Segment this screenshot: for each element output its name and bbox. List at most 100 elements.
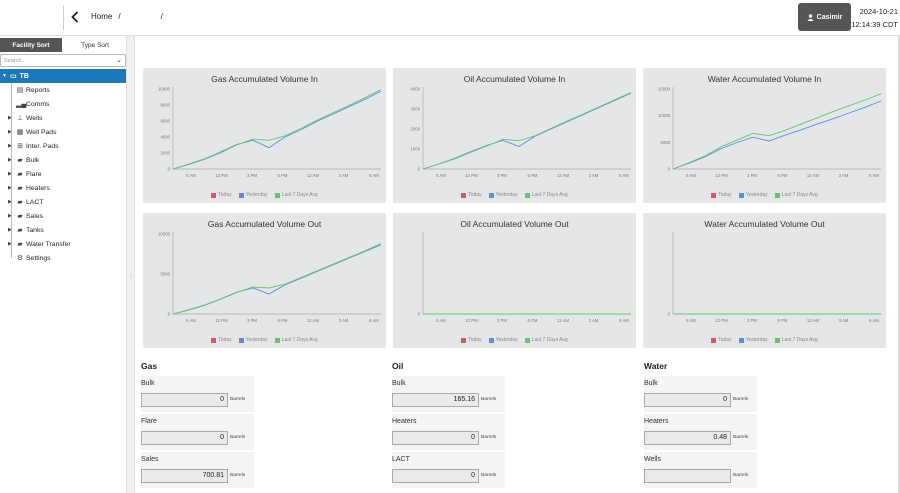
legend-item-last7[interactable]: Last 7 Days Avg [774, 337, 818, 343]
legend-item-yesterday[interactable]: Yesterday [238, 192, 268, 198]
chart-title: Gas Accumulated Volume In [211, 74, 318, 84]
chart-title: Oil Accumulated Volume In [463, 74, 566, 84]
vertical-scrollbar[interactable] [898, 36, 900, 493]
legend-label: Today [718, 192, 732, 198]
sidebar-item-reports[interactable]: ▤ Reports [0, 83, 126, 97]
caret-right-icon[interactable]: ▶ [8, 115, 12, 121]
metric-label: Bulk [141, 380, 155, 387]
facility-tree: ▼ ▭ TB ▤ Reports ▂▄ Comms ▶ ⊥ Wells ▶ ▦ Well Pads… [0, 69, 126, 265]
chart-plot: 10000 5000 0 6 AM 12 PM 3 PM 6 PM 12 AM 3 AM 6 AM [158, 232, 382, 323]
caret-right-icon[interactable]: ▶ [8, 185, 12, 191]
legend-item-yesterday[interactable]: Yesterday [488, 337, 518, 343]
tab-facility-sort[interactable]: Facility Sort [0, 38, 62, 52]
x-tick-label: 3 AM [589, 318, 599, 323]
caret-right-icon[interactable]: ▶ [8, 227, 12, 233]
legend-item-today[interactable]: Today [711, 192, 732, 198]
y-tick-label: 0 [418, 312, 421, 317]
caret-right-icon[interactable]: ▶ [8, 171, 12, 177]
legend-item-last7[interactable]: Last 7 Days Avg [524, 192, 568, 198]
x-tick-label: 3 PM [747, 173, 757, 178]
legend-item-today[interactable]: Today [211, 337, 232, 343]
legend-swatch [488, 192, 494, 198]
gear-icon: ⚙ [16, 255, 24, 262]
legend-item-yesterday[interactable]: Yesterday [238, 337, 268, 343]
folder-open-icon: ▭ [9, 73, 17, 80]
legend-item-yesterday[interactable]: Yesterday [738, 337, 768, 343]
x-tick-label: 6 AM [686, 173, 696, 178]
metric-label: Flare [141, 418, 157, 425]
sidebar-item-label: LACT [26, 198, 44, 206]
chart-title: Gas Accumulated Volume Out [207, 219, 322, 229]
metric-unit: Barrels [230, 435, 246, 440]
tab-type-sort[interactable]: Type Sort [81, 41, 109, 49]
sidebar-item-sales[interactable]: ▶ ▰ Sales [0, 209, 126, 223]
user-icon [807, 13, 814, 21]
legend-item-today[interactable]: Today [461, 337, 482, 343]
sidebar-item-well-pads[interactable]: ▶ ▦ Well Pads [0, 125, 126, 139]
user-menu-button[interactable]: Casimir [798, 3, 851, 31]
well-icon: ⊥ [16, 115, 24, 122]
caret-right-icon[interactable]: ▶ [8, 241, 12, 247]
metric-oil-heaters: Heaters 0 Barrels [392, 414, 505, 450]
caret-down-icon[interactable]: ▼ [2, 73, 7, 79]
legend-item-today[interactable]: Today [211, 192, 232, 198]
legend-label: Last 7 Days Avg [531, 192, 568, 198]
legend-item-last7[interactable]: Last 7 Days Avg [274, 337, 318, 343]
series-line-last-7-days-avg [172, 243, 382, 315]
x-tick-label: 6 PM [527, 318, 537, 323]
caret-right-icon[interactable]: ▶ [8, 199, 12, 205]
x-tick-label: 6 AM [869, 318, 879, 323]
metrics-oil: Oil Bulk 165.16 Barrels Heaters 0 Barrels LACT 0… [392, 361, 642, 488]
chart-gas-accumulated-volume-in: Gas Accumulated Volume In 10000 8000 6000 40… [143, 68, 386, 203]
drag-handle-icon[interactable]: ⁞ [130, 274, 132, 281]
sidebar-item-wells[interactable]: ▶ ⊥ Wells [0, 111, 126, 125]
chevron-down-icon[interactable]: ⌄ [116, 57, 122, 64]
sidebar-item-flare[interactable]: ▶ ▰ Flare [0, 167, 126, 181]
search-input[interactable]: Search... ⌄ [0, 54, 126, 67]
y-tick-label: 10000 [158, 232, 171, 237]
tree-root-tb[interactable]: ▼ ▭ TB [0, 69, 126, 83]
y-tick-label: 8000 [160, 103, 170, 108]
x-tick-label: 3 AM [839, 173, 849, 178]
legend-item-last7[interactable]: Last 7 Days Avg [774, 192, 818, 198]
sidebar-item-inter-pads[interactable]: ▶ ⊞ Inter. Pads [0, 139, 126, 153]
x-tick-label: 12 AM [307, 318, 320, 323]
sidebar-item-heaters[interactable]: ▶ ▰ Heaters [0, 181, 126, 195]
caret-right-icon[interactable]: ▶ [8, 157, 12, 163]
legend-item-last7[interactable]: Last 7 Days Avg [524, 337, 568, 343]
legend-label: Last 7 Days Avg [781, 192, 818, 198]
legend-item-today[interactable]: Today [711, 337, 732, 343]
chart-plot: 4000 3000 2000 1000 0 6 AM 12 PM 3 PM 6 PM 12 AM 3… [410, 87, 632, 178]
y-tick-label: 5000 [660, 140, 670, 145]
chart-legend: Today Yesterday Last 7 Days Avg [393, 192, 636, 198]
chart-legend: Today Yesterday Last 7 Days Avg [143, 192, 386, 198]
chart-legend: Today Yesterday Last 7 Days Avg [643, 192, 886, 198]
caret-right-icon[interactable]: ▶ [8, 143, 12, 149]
caret-right-icon[interactable]: ▶ [8, 213, 12, 219]
metric-value-field [644, 469, 731, 483]
legend-item-today[interactable]: Today [461, 192, 482, 198]
breadcrumb-home[interactable]: Home [91, 12, 113, 21]
y-tick-label: 6000 [160, 119, 170, 124]
x-tick-label: 3 PM [497, 318, 507, 323]
sidebar-item-label: Comms [26, 100, 50, 108]
sidebar-item-comms[interactable]: ▂▄ Comms [0, 97, 126, 111]
chart-plot: 0 6 AM 12 PM 3 PM 6 PM 12 AM 3 AM 6 AM [418, 232, 631, 323]
chart-legend: Today Yesterday Last 7 Days Avg [393, 337, 636, 343]
y-tick-label: 10000 [158, 87, 171, 92]
legend-item-last7[interactable]: Last 7 Days Avg [274, 192, 318, 198]
sidebar-item-lact[interactable]: ▶ ▰ LACT [0, 195, 126, 209]
sidebar-item-bulk[interactable]: ▶ ▰ Bulk [0, 153, 126, 167]
caret-right-icon[interactable]: ▶ [8, 129, 12, 135]
legend-item-yesterday[interactable]: Yesterday [738, 192, 768, 198]
sidebar-item-tanks[interactable]: ▶ ▰ Tanks [0, 223, 126, 237]
tree-connector [11, 83, 12, 258]
sidebar-item-water-transfer[interactable]: ▶ ▰ Water Transfer [0, 237, 126, 251]
back-button[interactable] [68, 9, 82, 25]
metrics-water: Water Bulk 0 Barrels Heaters 0.48 Barrels Wells… [644, 361, 894, 488]
sidebar-item-settings[interactable]: ⚙ Settings [0, 251, 126, 265]
chart-water-accumulated-volume-out: Water Accumulated Volume Out 0 6 AM 12 PM 3 … [643, 213, 886, 348]
legend-item-yesterday[interactable]: Yesterday [488, 192, 518, 198]
sidebar-splitter[interactable]: ⁞ [126, 36, 135, 493]
metric-value-field: 0 [392, 469, 479, 483]
